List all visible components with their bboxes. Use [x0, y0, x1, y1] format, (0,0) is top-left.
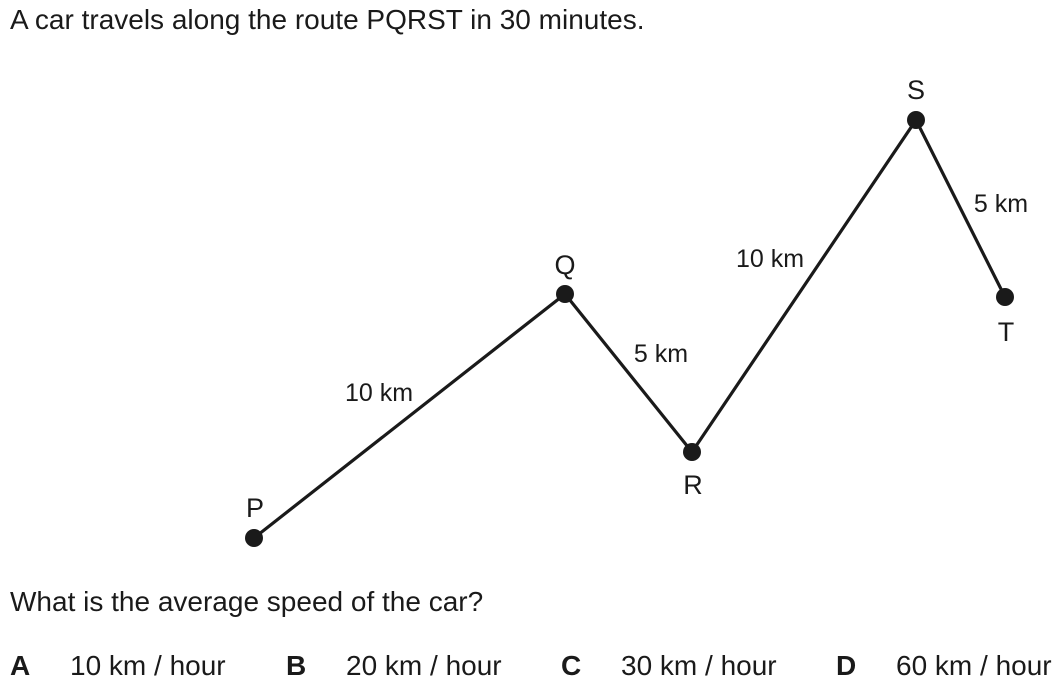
point-s: [907, 111, 925, 129]
question-intro: A car travels along the route PQRST in 3…: [10, 4, 645, 35]
segment-rs-distance: 10 km: [736, 245, 804, 273]
point-q-label: Q: [554, 250, 575, 280]
option-letter: C: [561, 650, 582, 681]
point-p-label: P: [246, 493, 264, 523]
point-r-label: R: [683, 470, 703, 500]
route-path: [253, 118, 1007, 540]
point-q: [556, 285, 574, 303]
point-p: [245, 529, 263, 547]
point-t: [996, 288, 1014, 306]
question-prompt: What is the average speed of the car?: [10, 586, 484, 617]
option-text: 10 km / hour: [70, 650, 226, 681]
option-letter: D: [836, 650, 857, 681]
segment-st-distance: 5 km: [974, 190, 1028, 218]
option-text: 30 km / hour: [621, 650, 777, 681]
point-t-label: T: [998, 317, 1015, 347]
option-text: 60 km / hour: [896, 650, 1052, 681]
option-text: 20 km / hour: [346, 650, 502, 681]
point-r: [683, 443, 701, 461]
option-letter: A: [10, 650, 31, 681]
segment-qr-distance: 5 km: [634, 340, 688, 368]
point-s-label: S: [907, 75, 925, 105]
option-letter: B: [286, 650, 307, 681]
segment-pq-distance: 10 km: [345, 379, 413, 407]
